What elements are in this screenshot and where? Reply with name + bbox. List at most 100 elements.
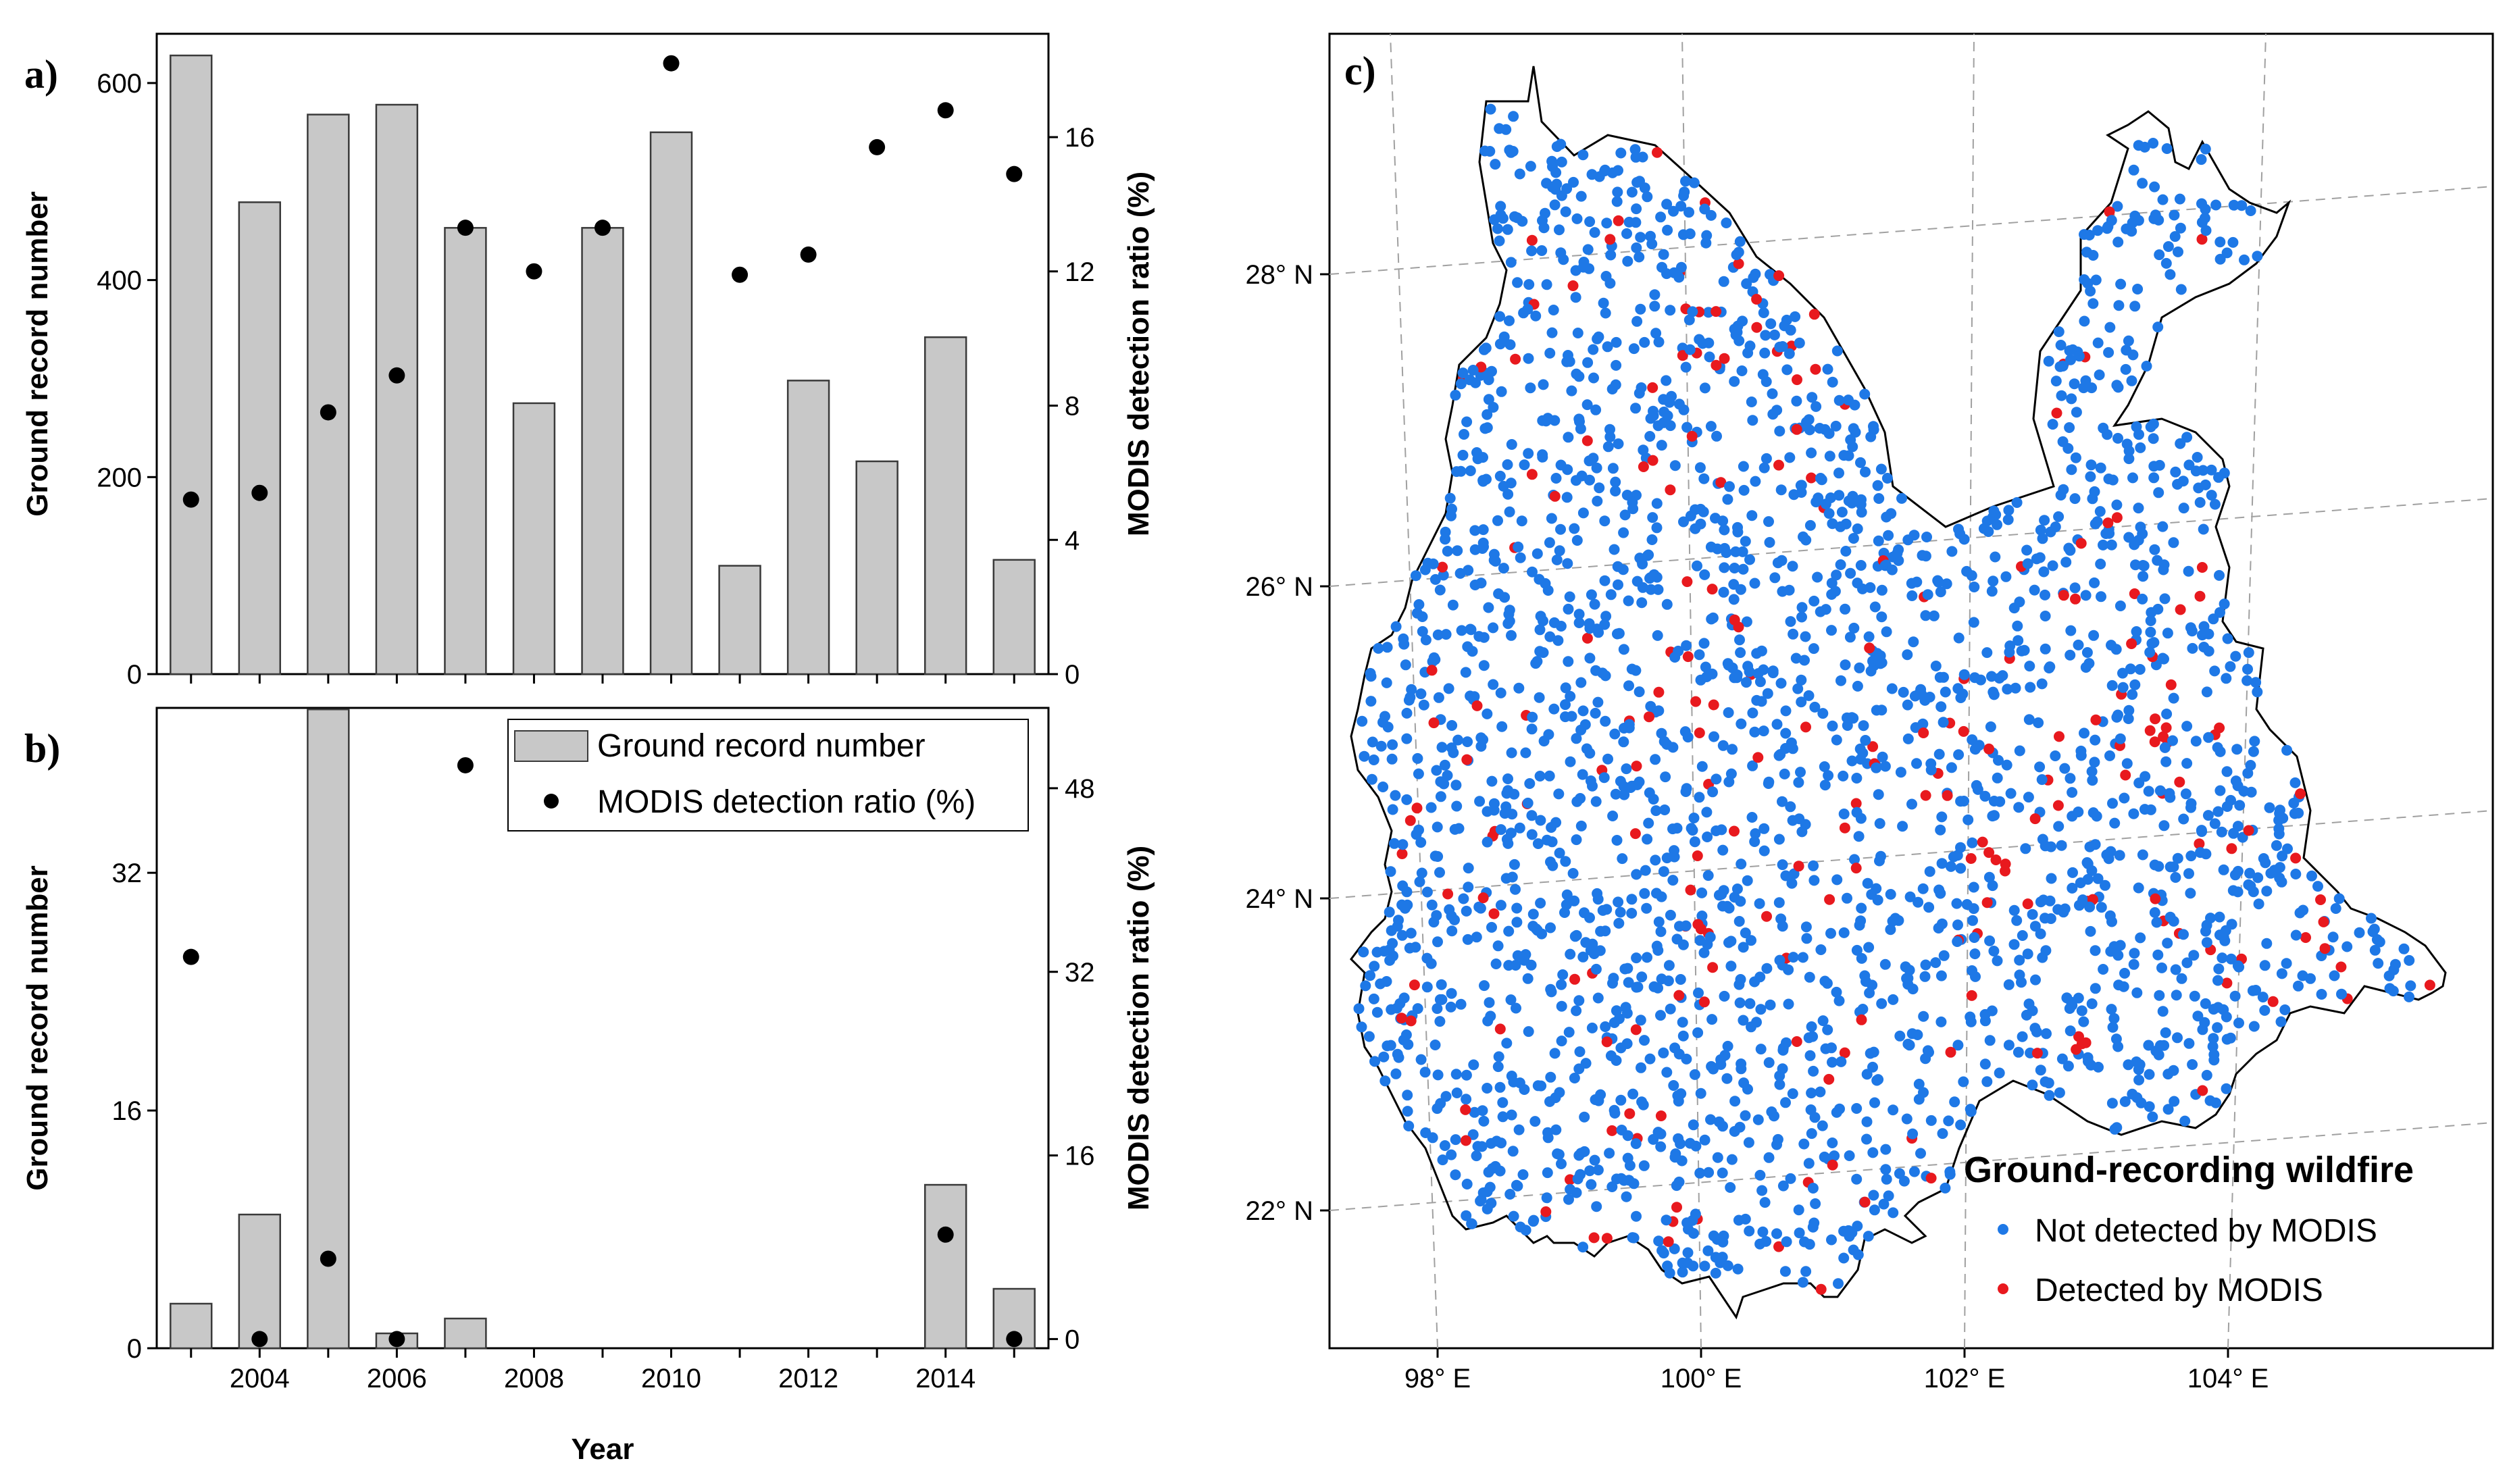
fire-point-not-detected [1815, 944, 1827, 955]
fire-point-not-detected [1901, 1113, 1913, 1125]
fire-point-not-detected [1658, 417, 1669, 428]
fire-point-not-detected [1669, 267, 1680, 278]
fire-point-not-detected [1555, 138, 1567, 150]
fire-point-not-detected [1687, 306, 1698, 317]
fire-point-not-detected [1672, 1090, 1683, 1102]
fire-point-not-detected [2228, 827, 2239, 839]
fire-point-not-detected [1808, 643, 1819, 655]
fire-point-not-detected [1571, 368, 1582, 380]
panel-c-legend: Ground-recording wildfire Not detected b… [1964, 1150, 2414, 1308]
fire-point-not-detected [2112, 382, 2124, 393]
fire-point-not-detected [1806, 392, 1818, 403]
fire-point-not-detected [1611, 336, 1622, 348]
fire-point-not-detected [1549, 199, 1561, 211]
fire-point-detected [1827, 1159, 1838, 1171]
fire-point-not-detected [1391, 1002, 1402, 1014]
fire-point-not-detected [2153, 487, 2164, 498]
fire-point-not-detected [2148, 138, 2159, 149]
fire-point-not-detected [1621, 228, 1632, 239]
fire-point-detected [1708, 699, 1719, 711]
fire-point-not-detected [1556, 1000, 1567, 1012]
fire-point-not-detected [2014, 745, 2025, 757]
fire-point-detected [1405, 1015, 1417, 1027]
fire-point-not-detected [2245, 205, 2256, 216]
fire-point-not-detected [1396, 929, 1408, 941]
fire-point-not-detected [2113, 979, 2125, 991]
fire-point-not-detected [1421, 886, 1433, 898]
fire-point-not-detected [1783, 964, 1794, 975]
fire-point-not-detected [1717, 1236, 1729, 1248]
fire-point-not-detected [2098, 539, 2108, 551]
fire-point-not-detected [1482, 1186, 1493, 1198]
fire-point-not-detected [2115, 278, 2127, 290]
legend-detected-swatch [1998, 1283, 2008, 1294]
fire-point-not-detected [1738, 563, 1749, 575]
fire-point-not-detected [1639, 336, 1650, 348]
fire-point-not-detected [1700, 237, 1712, 249]
fire-point-detected [1604, 234, 1616, 245]
fire-point-not-detected [1445, 1001, 1457, 1013]
fire-point-not-detected [1783, 348, 1795, 359]
fire-point-not-detected [1804, 1239, 1815, 1250]
fire-point-not-detected [1683, 314, 1695, 326]
fire-point-not-detected [1431, 910, 1442, 921]
fire-point-not-detected [1427, 558, 1439, 569]
a-y2tick-label: 8 [1065, 392, 1080, 421]
fire-point-not-detected [1702, 831, 1713, 842]
fire-point-not-detected [1936, 918, 1948, 929]
fire-point-not-detected [1692, 1027, 1704, 1038]
fire-point-not-detected [1655, 1141, 1667, 1152]
fire-point-not-detected [1426, 899, 1438, 911]
fire-point-not-detected [1415, 1054, 1427, 1065]
fire-point-not-detected [2198, 523, 2209, 535]
fire-point-not-detected [2073, 807, 2084, 817]
fire-point-not-detected [1492, 940, 1504, 952]
fire-point-not-detected [1738, 484, 1750, 496]
fire-point-detected [2129, 588, 2140, 599]
fire-point-detected [2226, 843, 2237, 854]
fire-point-not-detected [1392, 921, 1403, 932]
fire-point-not-detected [1637, 151, 1648, 163]
fire-point-not-detected [1584, 912, 1595, 923]
fire-point-not-detected [1465, 623, 1476, 635]
fire-point-not-detected [1885, 508, 1897, 519]
fire-point-not-detected [2067, 787, 2078, 798]
fire-point-not-detected [1368, 993, 1379, 1004]
fire-point-not-detected [1677, 229, 1689, 240]
fire-point-not-detected [2203, 628, 2214, 640]
fire-point-not-detected [1580, 937, 1592, 948]
fire-point-not-detected [1580, 1058, 1592, 1069]
fire-point-not-detected [1488, 622, 1499, 634]
fire-point-not-detected [2281, 744, 2293, 756]
fire-point-not-detected [2213, 963, 2225, 975]
fire-point-not-detected [1861, 1133, 1872, 1145]
a-y2tick-label: 4 [1065, 526, 1080, 555]
fire-point-not-detected [1665, 909, 1676, 921]
fire-point-not-detected [2133, 1074, 2145, 1085]
fire-point-not-detected [2098, 422, 2109, 434]
fire-point-not-detected [1902, 699, 1913, 711]
fire-point-not-detected [1461, 1094, 1472, 1105]
fire-point-detected [1733, 258, 1744, 270]
fire-point-not-detected [1680, 920, 1692, 931]
fire-point-not-detected [1397, 880, 1409, 892]
fire-point-not-detected [1873, 493, 1885, 504]
fire-point-not-detected [2156, 962, 2167, 973]
fire-point-not-detected [1482, 836, 1493, 848]
fire-point-not-detected [1792, 683, 1804, 694]
fire-point-not-detected [2035, 1065, 2046, 1076]
fire-point-detected [1839, 822, 1850, 834]
fire-point-not-detected [1506, 747, 1517, 759]
fire-point-not-detected [1363, 1031, 1375, 1042]
fire-point-not-detected [1628, 343, 1640, 355]
fire-point-not-detected [1969, 672, 1981, 684]
fire-point-not-detected [2110, 1033, 2122, 1045]
fire-point-not-detected [1442, 770, 1453, 781]
fire-point-not-detected [1809, 701, 1821, 713]
fire-point-not-detected [2054, 361, 2066, 372]
fire-point-not-detected [1629, 144, 1641, 155]
b-ytick-label: 16 [112, 1096, 143, 1126]
fire-point-not-detected [1368, 754, 1379, 765]
fire-point-not-detected [1764, 537, 1775, 548]
